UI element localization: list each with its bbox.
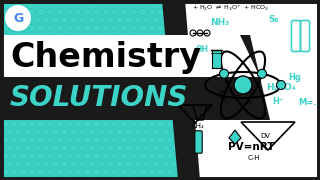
- Text: H₂SO₄: H₂SO₄: [266, 83, 296, 92]
- Text: S₈: S₈: [268, 15, 278, 24]
- FancyBboxPatch shape: [212, 50, 221, 68]
- Text: PV=nRT: PV=nRT: [228, 142, 275, 152]
- Text: M=.: M=.: [298, 98, 316, 107]
- Polygon shape: [0, 35, 270, 120]
- Text: C-H: C-H: [248, 155, 260, 161]
- Text: G: G: [13, 12, 23, 24]
- Circle shape: [5, 5, 31, 31]
- Text: OH: OH: [196, 45, 209, 54]
- Text: + H$_2$O $\rightleftharpoons$ H$_3$O$^+$ + HCO$_3$: + H$_2$O $\rightleftharpoons$ H$_3$O$^+$…: [192, 3, 269, 13]
- Circle shape: [220, 69, 228, 78]
- Circle shape: [258, 69, 267, 78]
- Text: CH₄: CH₄: [192, 123, 205, 129]
- Text: $\frac{P_1V_1}{T_1}$: $\frac{P_1V_1}{T_1}$: [219, 89, 234, 107]
- Circle shape: [276, 80, 285, 89]
- Text: H⁺: H⁺: [272, 97, 283, 106]
- Polygon shape: [3, 35, 260, 77]
- Text: NH₃: NH₃: [210, 18, 229, 27]
- Text: Hg: Hg: [288, 73, 301, 82]
- Text: DV: DV: [260, 133, 270, 139]
- Polygon shape: [162, 0, 200, 180]
- Polygon shape: [165, 0, 320, 180]
- Text: $=\frac{P_2V_2}{T_2}$: $=\frac{P_2V_2}{T_2}$: [232, 89, 257, 107]
- Circle shape: [234, 76, 252, 94]
- Text: Chemistry: Chemistry: [10, 42, 201, 75]
- Polygon shape: [229, 130, 241, 144]
- Polygon shape: [8, 40, 175, 77]
- Text: SOLUTIONS: SOLUTIONS: [10, 84, 188, 112]
- FancyBboxPatch shape: [195, 131, 202, 153]
- Polygon shape: [8, 78, 175, 115]
